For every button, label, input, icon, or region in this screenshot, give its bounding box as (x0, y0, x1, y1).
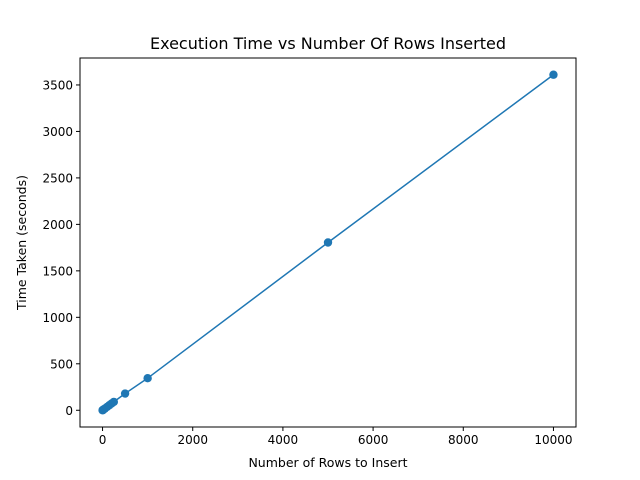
y-tick-label: 3500 (42, 78, 73, 92)
plot-area (98, 70, 558, 415)
x-axis-label: Number of Rows to Insert (248, 455, 407, 470)
data-point (120, 389, 130, 398)
y-tick-label: 1500 (42, 264, 73, 278)
x-tick-label: 0 (99, 433, 107, 447)
x-tick-label: 6000 (358, 433, 389, 447)
y-axis: 0 500 1000 1500 2000 2500 3000 3500 (42, 78, 80, 418)
chart-title: Execution Time vs Number Of Rows Inserte… (150, 34, 506, 53)
x-tick-label: 8000 (448, 433, 479, 447)
data-point (323, 238, 333, 247)
x-axis: 0 2000 4000 6000 8000 10000 (99, 427, 573, 447)
y-axis-label: Time Taken (seconds) (14, 175, 29, 311)
x-tick-label: 4000 (268, 433, 299, 447)
y-tick-label: 500 (50, 357, 73, 371)
y-tick-label: 1000 (42, 311, 73, 325)
data-point (143, 374, 152, 383)
axes-frame (79, 57, 577, 428)
y-tick-label: 3000 (42, 125, 73, 139)
x-tick-label: 2000 (177, 433, 208, 447)
y-tick-label: 2500 (42, 171, 73, 185)
data-point (549, 70, 558, 79)
y-tick-label: 0 (65, 404, 73, 418)
data-point (109, 397, 119, 407)
x-tick-label: 10000 (534, 433, 572, 447)
y-tick-label: 2000 (42, 218, 73, 232)
